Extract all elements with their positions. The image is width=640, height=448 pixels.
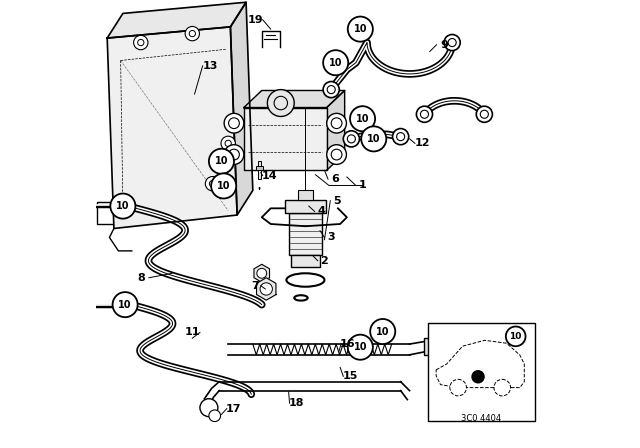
Bar (289, 213, 323, 255)
Circle shape (361, 126, 387, 151)
Text: 6: 6 (331, 174, 339, 184)
Polygon shape (244, 108, 327, 170)
Circle shape (113, 292, 138, 317)
Text: 10: 10 (329, 58, 342, 68)
Circle shape (257, 268, 267, 278)
Text: 17: 17 (226, 404, 241, 414)
Text: 12: 12 (414, 138, 430, 148)
Circle shape (506, 327, 525, 346)
Text: 10: 10 (356, 114, 369, 124)
Bar (291, 255, 320, 267)
Text: 10: 10 (376, 327, 390, 336)
Text: 15: 15 (343, 371, 358, 381)
Circle shape (471, 370, 484, 383)
Circle shape (185, 26, 200, 41)
Polygon shape (244, 90, 345, 108)
Circle shape (348, 17, 373, 42)
Circle shape (327, 145, 346, 164)
Text: 10: 10 (509, 332, 522, 341)
Text: 14: 14 (262, 171, 278, 181)
Circle shape (260, 283, 273, 295)
Polygon shape (230, 2, 253, 215)
Text: 10: 10 (353, 342, 367, 352)
Text: 11: 11 (184, 327, 200, 337)
Bar (424, 338, 436, 355)
Text: 10: 10 (118, 300, 132, 310)
Polygon shape (108, 27, 237, 228)
Circle shape (134, 35, 148, 50)
Circle shape (224, 145, 244, 164)
Circle shape (327, 113, 346, 133)
Text: 9: 9 (440, 40, 449, 50)
Circle shape (224, 113, 244, 133)
Text: 13: 13 (202, 61, 218, 71)
Bar (257, 166, 262, 170)
Circle shape (209, 410, 221, 422)
Circle shape (110, 194, 136, 219)
Text: 5: 5 (333, 196, 341, 206)
Circle shape (205, 177, 220, 191)
Text: 4: 4 (317, 207, 325, 216)
Text: 1: 1 (358, 181, 367, 190)
Circle shape (417, 106, 433, 122)
Circle shape (343, 131, 360, 147)
Circle shape (476, 106, 492, 122)
Circle shape (200, 399, 218, 417)
Text: 3C0 4404: 3C0 4404 (461, 414, 501, 422)
Bar (298, 190, 314, 200)
Polygon shape (108, 2, 246, 38)
Bar (258, 161, 261, 179)
Circle shape (450, 379, 467, 396)
Text: 10: 10 (353, 24, 367, 34)
Polygon shape (254, 264, 269, 282)
Text: 2: 2 (321, 256, 328, 266)
Circle shape (370, 319, 396, 344)
Text: 8: 8 (138, 273, 145, 283)
Circle shape (211, 173, 236, 198)
Text: 10: 10 (217, 181, 230, 191)
Text: 10: 10 (116, 201, 130, 211)
Text: 3: 3 (328, 233, 335, 242)
Circle shape (323, 50, 348, 75)
Bar (428, 323, 535, 421)
Text: 18: 18 (289, 398, 305, 408)
Polygon shape (257, 278, 276, 300)
Text: 16: 16 (340, 339, 356, 349)
Text: 10: 10 (367, 134, 381, 144)
Circle shape (209, 149, 234, 174)
Text: 10: 10 (214, 156, 228, 166)
Text: 7: 7 (251, 281, 259, 291)
Circle shape (268, 90, 294, 116)
Circle shape (494, 379, 511, 396)
Circle shape (323, 82, 339, 98)
Circle shape (348, 335, 373, 360)
Text: 19: 19 (248, 15, 263, 25)
Circle shape (350, 106, 375, 131)
Circle shape (444, 34, 460, 51)
Circle shape (221, 136, 236, 151)
Polygon shape (327, 90, 345, 170)
Circle shape (392, 129, 409, 145)
Bar (285, 200, 326, 213)
